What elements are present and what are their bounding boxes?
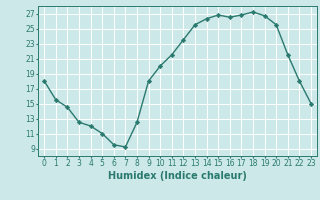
X-axis label: Humidex (Indice chaleur): Humidex (Indice chaleur) [108,171,247,181]
